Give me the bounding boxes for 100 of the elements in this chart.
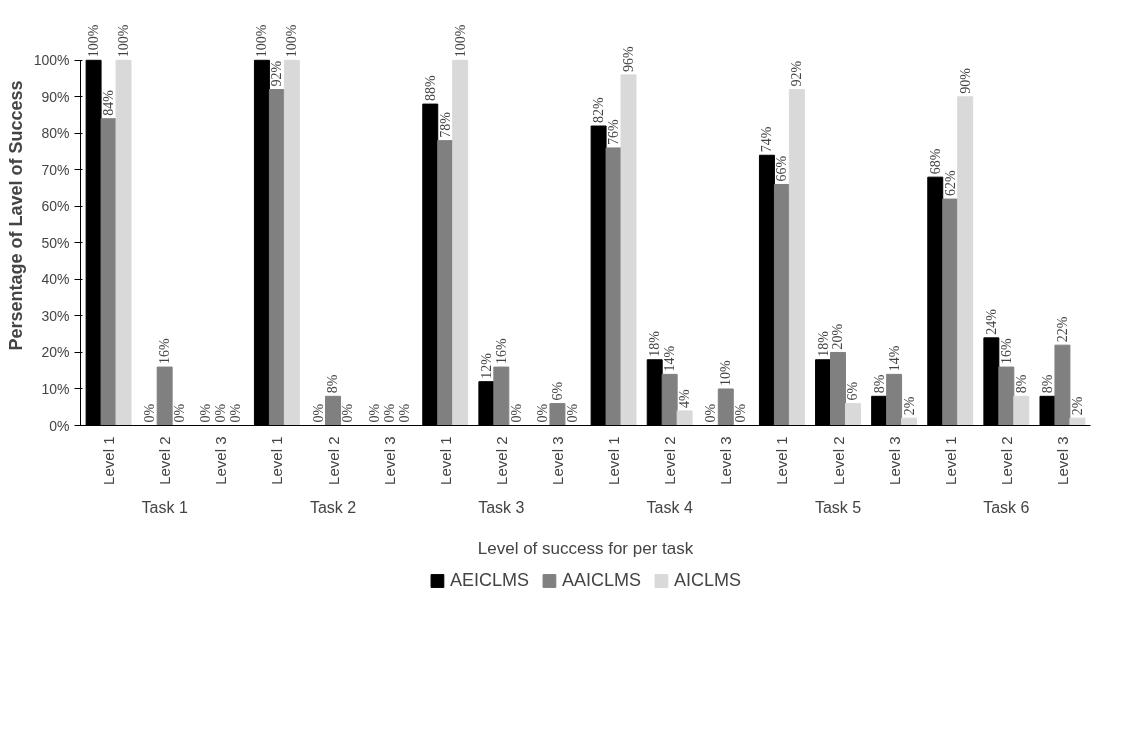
x-tick-label: Level 2 <box>829 436 847 485</box>
x-tick-label: Level 2 <box>661 436 679 485</box>
data-label: 84% <box>101 89 117 116</box>
y-tick-label: 60% <box>41 198 70 215</box>
data-label: 0% <box>366 403 382 423</box>
bar <box>844 403 861 426</box>
data-label: 12% <box>478 352 494 379</box>
y-tick-label: 80% <box>41 125 70 142</box>
text: Task 6 <box>983 498 1030 516</box>
bar <box>437 140 454 426</box>
data-label: 10% <box>718 359 734 386</box>
y-tick-label: 0% <box>49 417 70 434</box>
data-label: 8% <box>871 374 887 394</box>
legend-label: AAICLMS <box>561 569 642 591</box>
bar <box>325 395 341 426</box>
bar <box>830 351 846 426</box>
data-label: 0% <box>703 403 719 423</box>
data-label: 92% <box>269 60 285 87</box>
text: Task 3 <box>478 498 525 516</box>
bar <box>620 74 637 426</box>
data-label: 14% <box>886 345 902 372</box>
y-tick-label: 70% <box>41 161 70 178</box>
bar <box>1069 417 1086 426</box>
x-tick-label: Level 2 <box>997 436 1015 485</box>
data-label: 0% <box>310 403 326 423</box>
bar <box>661 373 678 426</box>
data-label: 76% <box>606 118 622 145</box>
x-tick-label: Level 2 <box>324 436 342 485</box>
data-label: 6% <box>549 381 565 401</box>
bar <box>452 59 469 426</box>
x-tick-label: Level 3 <box>1053 436 1071 485</box>
data-label: 100% <box>284 24 300 58</box>
bar <box>1013 395 1030 426</box>
x-tick-label: Level 3 <box>380 436 398 485</box>
data-label: 18% <box>815 330 831 357</box>
data-label: 14% <box>662 345 678 372</box>
data-label: 0% <box>534 403 550 423</box>
data-label: 24% <box>983 308 999 335</box>
bar <box>717 388 734 426</box>
x-tick-label: Level 1 <box>436 436 454 485</box>
data-label: 90% <box>957 67 973 94</box>
data-label: 82% <box>591 97 607 124</box>
bar <box>676 410 693 426</box>
data-label: 0% <box>142 403 158 423</box>
data-label: 66% <box>774 155 790 182</box>
data-label: 0% <box>228 403 244 423</box>
bar <box>549 403 566 426</box>
data-label: 16% <box>998 338 1014 365</box>
text: Task 5 <box>814 498 862 516</box>
data-label: 22% <box>1054 316 1070 343</box>
data-label: 18% <box>647 330 663 357</box>
bar <box>1054 344 1071 426</box>
x-tick-label: Level 2 <box>492 436 510 485</box>
bar <box>773 183 790 426</box>
bar <box>283 59 300 426</box>
bar <box>100 118 117 426</box>
x-tick-label: Level 1 <box>605 436 623 485</box>
data-label: 100% <box>86 24 102 58</box>
data-label: 8% <box>325 374 341 394</box>
bar <box>957 96 974 426</box>
data-label: 100% <box>116 24 132 58</box>
y-tick-label: 90% <box>41 88 70 105</box>
y-axis-title: Persentage of Lavel of Success <box>5 80 26 351</box>
data-label: 68% <box>927 148 943 175</box>
bar <box>901 417 918 426</box>
bar <box>998 366 1015 426</box>
bar <box>942 198 959 426</box>
bar <box>156 366 173 426</box>
x-tick-label: Level 3 <box>212 436 230 485</box>
data-label: 0% <box>396 403 412 423</box>
data-label: 0% <box>213 403 229 423</box>
data-label: 20% <box>830 323 846 350</box>
y-tick-label: 40% <box>41 271 70 288</box>
y-tick-label: 30% <box>41 307 70 324</box>
x-tick-label: Level 3 <box>717 436 735 485</box>
y-tick-label: 10% <box>41 380 70 397</box>
x-axis-title: Level of success for per task <box>477 538 694 558</box>
data-label: 92% <box>789 60 805 87</box>
x-tick-label: Level 1 <box>773 436 791 485</box>
y-tick-label: 100% <box>33 52 70 69</box>
x-tick-label: Level 1 <box>268 436 286 485</box>
data-label: 0% <box>564 403 580 423</box>
data-label: 4% <box>677 388 693 408</box>
x-tick-label: Level 1 <box>941 436 959 485</box>
x-tick-label: Level 2 <box>156 436 174 485</box>
data-label: 0% <box>381 403 397 423</box>
y-tick-label: 50% <box>41 234 70 251</box>
data-label: 88% <box>422 75 438 102</box>
bar <box>605 147 622 426</box>
data-label: 0% <box>733 403 749 423</box>
text: Task 2 <box>309 498 357 516</box>
data-label: 0% <box>508 403 524 423</box>
data-label: 8% <box>1013 374 1029 394</box>
x-tick-label: Level 3 <box>885 436 903 485</box>
bar <box>493 366 510 426</box>
data-label: 100% <box>254 24 270 58</box>
data-label: 0% <box>340 403 356 423</box>
bar <box>115 59 132 426</box>
data-label: 8% <box>1039 374 1055 394</box>
bar <box>886 373 903 426</box>
